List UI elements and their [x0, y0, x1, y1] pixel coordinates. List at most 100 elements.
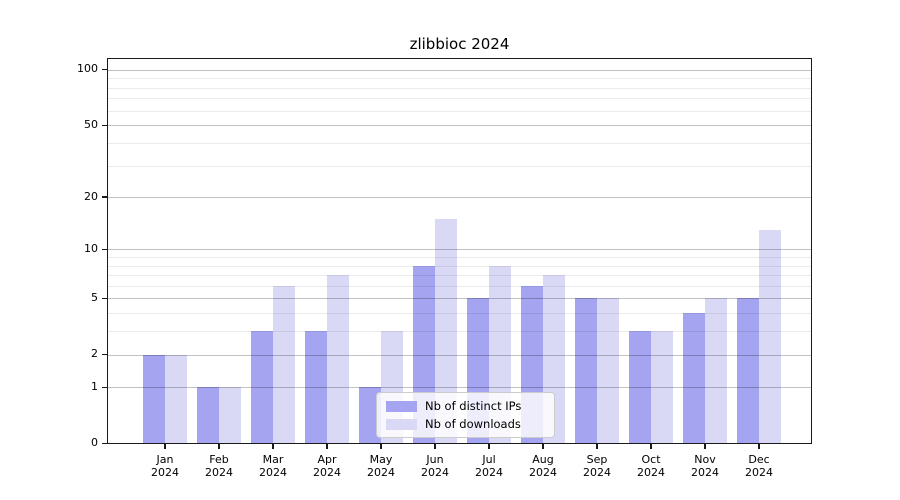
y-tick-mark [102, 124, 107, 126]
y-tick-mark [102, 248, 107, 250]
bar-distinct-ips [305, 331, 327, 444]
x-tick-mark [542, 444, 544, 449]
x-tick-month: Aug [532, 452, 554, 466]
x-tick-mark [596, 444, 598, 449]
x-tick-month: Mar [262, 452, 284, 466]
bar-downloads [219, 387, 241, 444]
x-tick-year: 2024 [205, 466, 233, 479]
x-tick-month: Jul [482, 452, 496, 466]
bar-downloads [705, 298, 727, 444]
bar-distinct-ips [251, 331, 273, 444]
y-tick-mark [102, 69, 107, 71]
bar-distinct-ips [737, 298, 759, 444]
bar-distinct-ips [683, 313, 705, 444]
x-tick-month: Jun [426, 452, 444, 466]
x-tick-label: Oct 2024 [621, 453, 681, 480]
bar-distinct-ips [575, 298, 597, 444]
x-tick-label: Apr 2024 [297, 453, 357, 480]
gridline-minor [108, 78, 811, 80]
x-tick-year: 2024 [529, 466, 557, 479]
x-tick-mark [434, 444, 436, 449]
x-tick-label: Dec 2024 [729, 453, 789, 480]
plot-border [107, 58, 812, 444]
x-tick-mark [488, 444, 490, 449]
x-tick-label: Sep 2024 [567, 453, 627, 480]
x-tick-year: 2024 [691, 466, 719, 479]
gridline-major [108, 298, 811, 300]
y-tick-mark [102, 442, 107, 445]
y-tick-label: 100 [77, 62, 98, 76]
gridline-minor [108, 110, 811, 112]
x-tick-label: Jul 2024 [459, 453, 519, 480]
gridline-minor [108, 165, 811, 167]
x-tick-month: Jan [156, 452, 174, 466]
x-tick-mark [758, 444, 760, 449]
x-tick-year: 2024 [421, 466, 449, 479]
x-tick-month: Apr [317, 452, 337, 466]
gridline-major [108, 249, 811, 251]
gridline-major [108, 69, 811, 71]
bar-downloads [759, 229, 781, 444]
bar-downloads [327, 275, 349, 444]
bar-distinct-ips [629, 331, 651, 444]
x-tick-mark [326, 444, 328, 449]
y-tick-mark [102, 353, 107, 356]
y-tick-mark [102, 386, 107, 388]
bar-distinct-ips [197, 387, 219, 444]
gridline-major [108, 387, 811, 389]
gridline-major [108, 354, 811, 356]
y-tick-label: 2 [91, 347, 98, 361]
gridline-minor [108, 142, 811, 144]
chart-title: zlibbioc 2024 [409, 35, 510, 53]
legend-label-downloads: Nb of downloads [425, 417, 521, 431]
x-tick-mark [380, 444, 382, 449]
x-tick-month: Feb [209, 452, 229, 466]
bar-downloads [597, 298, 619, 444]
x-tick-year: 2024 [259, 466, 287, 479]
x-tick-year: 2024 [583, 466, 611, 479]
x-tick-year: 2024 [151, 466, 179, 479]
x-tick-label: Jun 2024 [405, 453, 465, 480]
legend-item-downloads: Nb of downloads [377, 417, 554, 431]
x-tick-label: Jan 2024 [135, 453, 195, 480]
x-tick-mark [164, 444, 166, 449]
x-tick-year: 2024 [313, 466, 341, 479]
bar-distinct-ips [143, 354, 165, 444]
legend-item-distinct-ips: Nb of distinct IPs [377, 399, 554, 413]
bar-downloads [273, 285, 295, 444]
x-tick-mark [272, 444, 274, 449]
bar-downloads [435, 219, 457, 444]
legend-label-distinct-ips: Nb of distinct IPs [425, 399, 522, 413]
bar-downloads [165, 354, 187, 444]
gridline-minor [108, 275, 811, 277]
bar-distinct-ips [359, 387, 381, 444]
gridline-major [108, 125, 811, 127]
y-tick-label: 50 [84, 117, 98, 131]
gridline-minor [108, 98, 811, 100]
y-tick-label: 5 [91, 290, 98, 304]
legend-swatch-distinct-ips [386, 400, 417, 412]
gridline-minor [108, 285, 811, 287]
gridline-minor [108, 331, 811, 333]
x-tick-year: 2024 [637, 466, 665, 479]
x-tick-mark [650, 444, 652, 449]
y-tick-label: 10 [84, 241, 98, 255]
x-tick-year: 2024 [475, 466, 503, 479]
gridline-major [108, 197, 811, 199]
x-tick-mark [218, 444, 220, 449]
x-tick-label: Nov 2024 [675, 453, 735, 480]
x-tick-label: Feb 2024 [189, 453, 249, 480]
x-tick-month: Oct [641, 452, 661, 466]
gridline-minor [108, 313, 811, 315]
y-tick-mark [102, 196, 107, 198]
bar-downloads [651, 331, 673, 444]
gridline-minor [108, 265, 811, 267]
y-tick-mark [102, 297, 107, 300]
y-tick-label: 0 [91, 436, 98, 449]
x-tick-mark [704, 444, 706, 449]
x-tick-month: Nov [694, 452, 716, 466]
x-tick-month: Dec [748, 452, 770, 466]
x-tick-label: Mar 2024 [243, 453, 303, 480]
x-tick-year: 2024 [367, 466, 395, 479]
